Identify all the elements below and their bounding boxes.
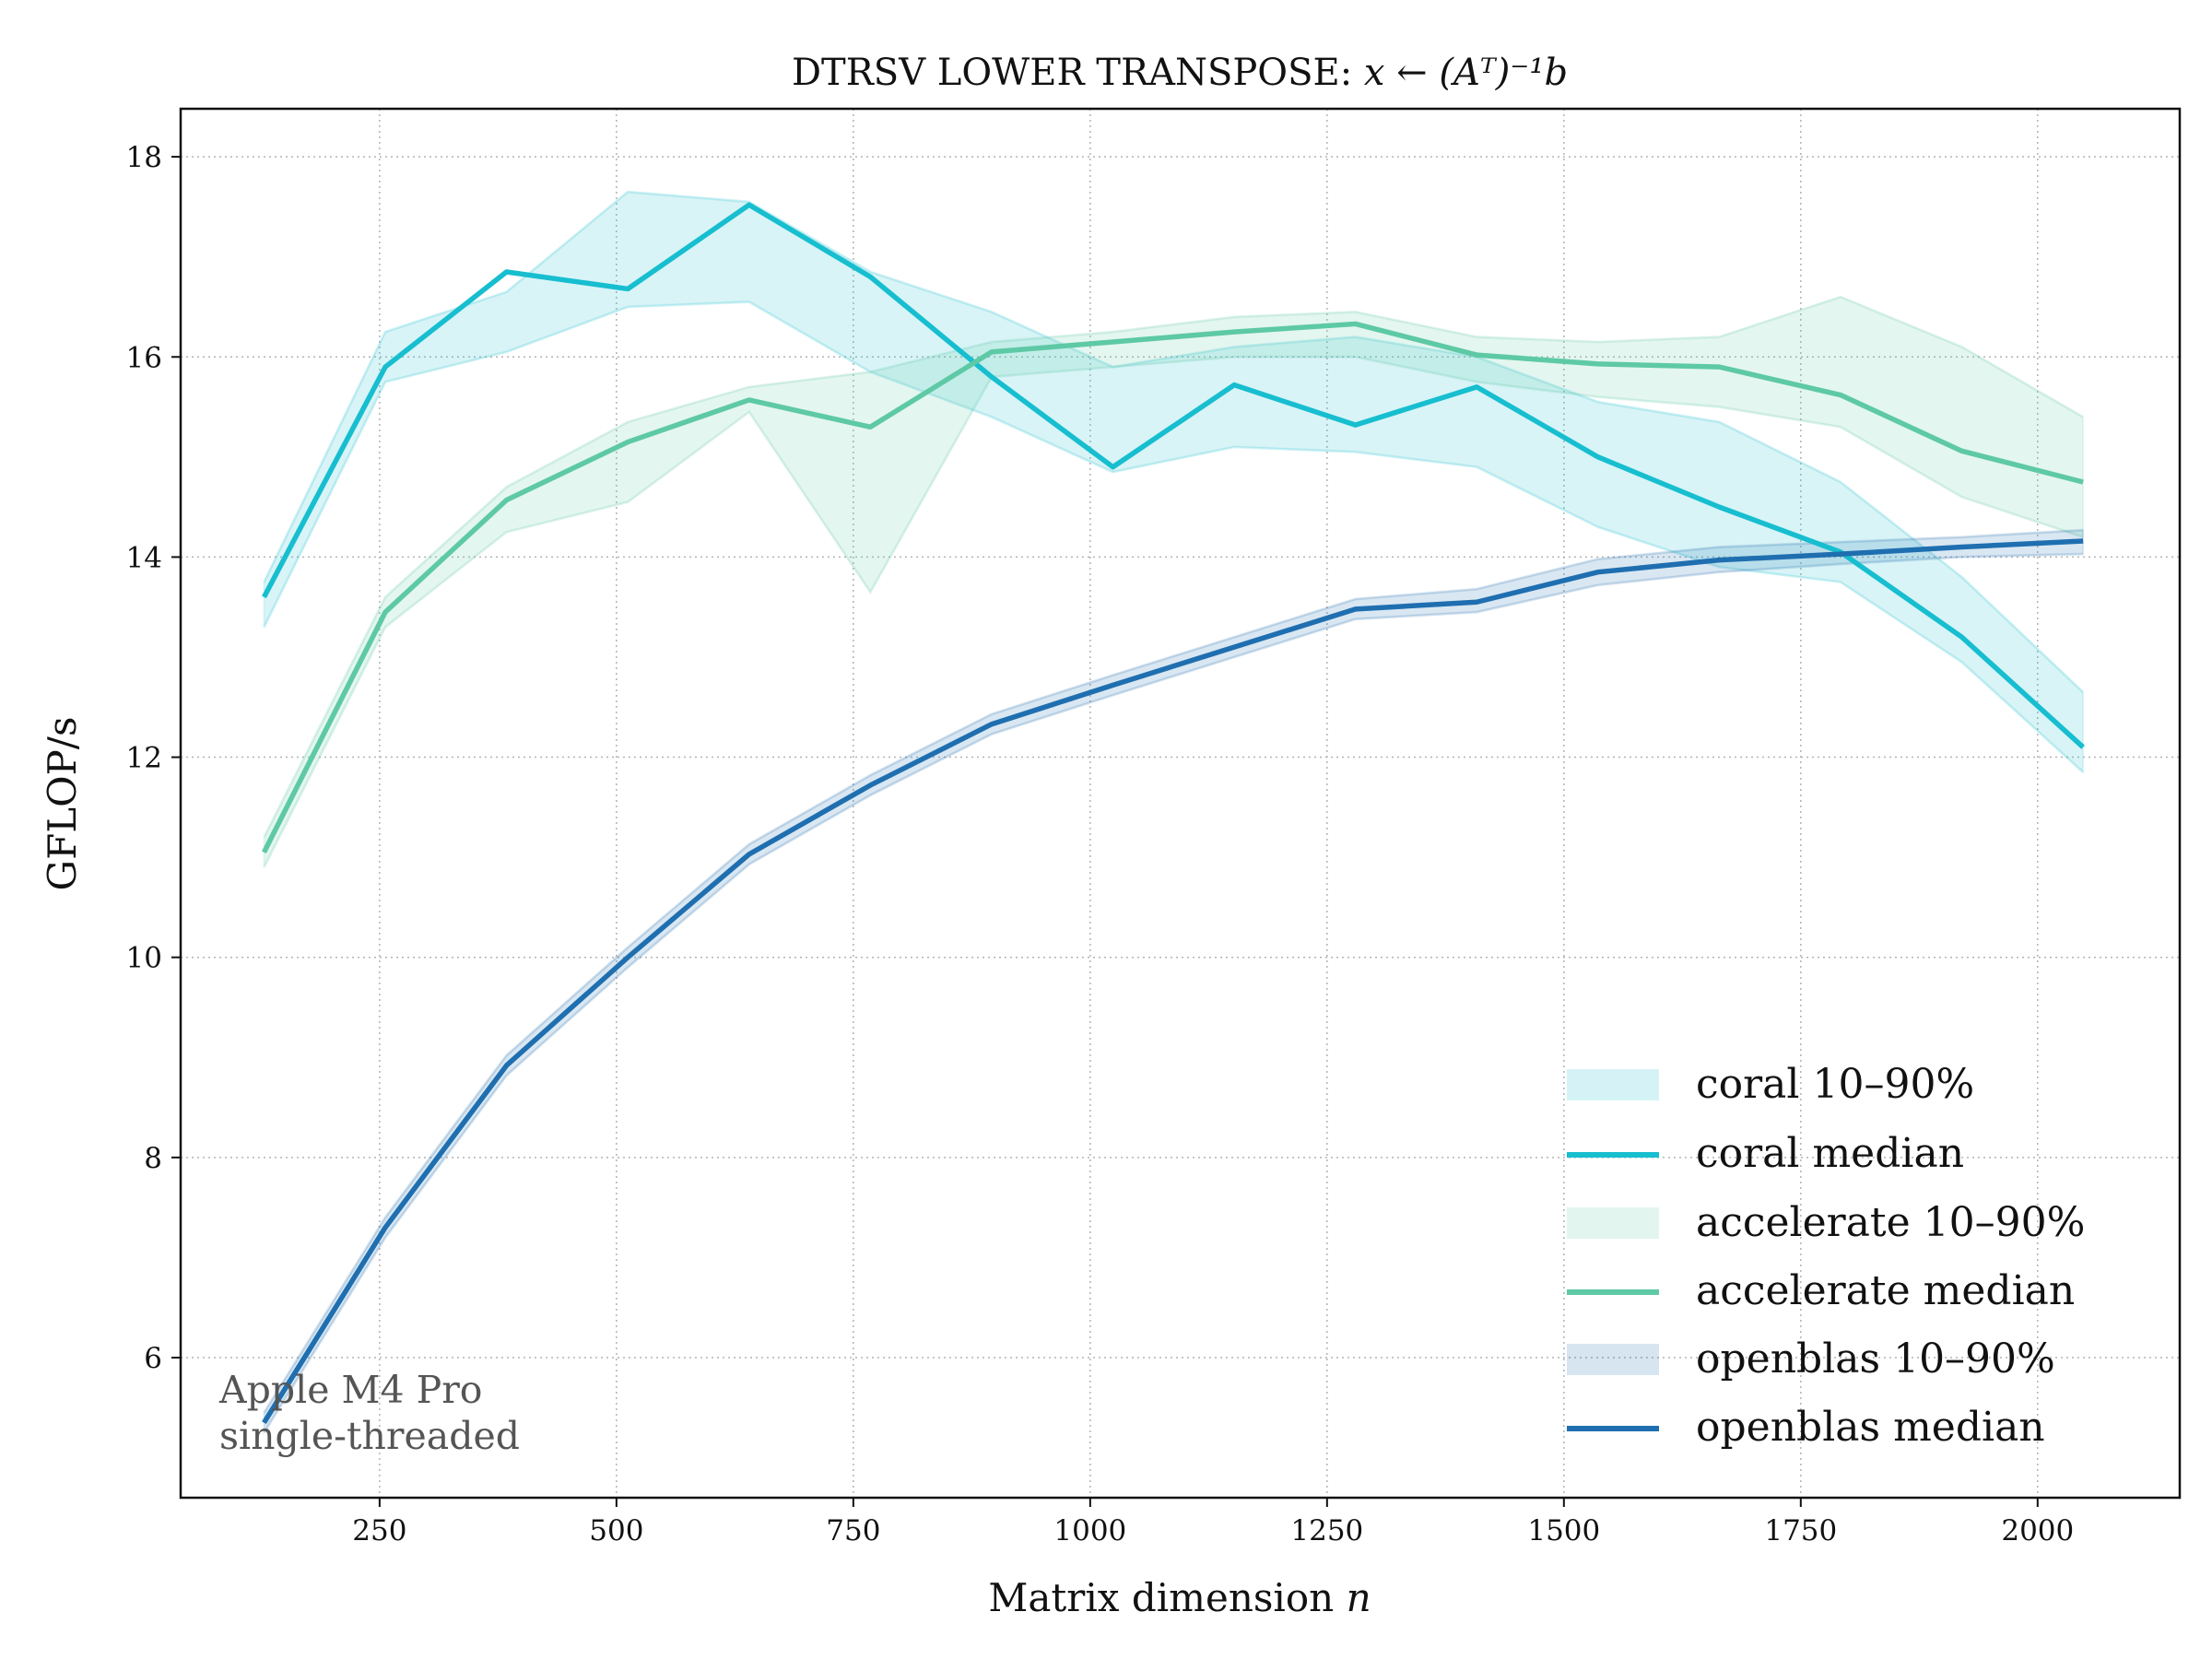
x-tick-label: 2000 xyxy=(2001,1514,2074,1547)
chart-title: DTRSV LOWER TRANSPOSE: x ← (Aᵀ)⁻¹b xyxy=(792,52,1568,94)
legend-label-accelerate-band: accelerate 10–90% xyxy=(1696,1199,2085,1246)
x-tick-label: 1750 xyxy=(1764,1514,1837,1547)
x-tick-label: 1500 xyxy=(1527,1514,1600,1547)
coral-p10-trace xyxy=(263,300,2085,773)
openblas-p90-trace xyxy=(263,528,2084,1414)
y-tick-label: 14 xyxy=(126,541,162,574)
coral-band xyxy=(263,191,2085,775)
median-lines xyxy=(262,202,2085,1425)
coral-median-line xyxy=(262,202,2085,749)
accelerate-p10-trace xyxy=(263,355,2084,868)
plot-frame xyxy=(179,107,2182,1500)
y-tick-label: 10 xyxy=(126,942,162,975)
y-tick-label: 16 xyxy=(126,341,162,374)
openblas-p10-trace xyxy=(263,552,2084,1434)
accelerate-p90-trace xyxy=(263,295,2084,839)
annotation-line-2: single-threaded xyxy=(219,1414,520,1458)
openblas-median-line xyxy=(262,538,2084,1425)
accelerate-median-line xyxy=(262,321,2084,853)
hardware-annotation: Apple M4 Pro single-threaded xyxy=(218,1368,520,1458)
chart-title-math: x ← (Aᵀ)⁻¹b xyxy=(1364,52,1568,94)
x-axis-label: Matrix dimension n xyxy=(988,1575,1371,1620)
y-tick-label: 8 xyxy=(144,1142,162,1175)
band-layer xyxy=(263,190,2085,1436)
legend-label-accelerate-median: accelerate median xyxy=(1696,1267,2075,1314)
legend: coral 10–90% coral median accelerate 10–… xyxy=(1567,1061,2085,1451)
coral-p90-trace xyxy=(263,190,2085,694)
annotation-line-1: Apple M4 Pro xyxy=(218,1368,482,1412)
y-tick-label: 18 xyxy=(126,141,162,174)
legend-swatch-coral-band xyxy=(1567,1069,1659,1100)
openblas-band xyxy=(263,529,2085,1436)
legend-label-coral-median: coral median xyxy=(1696,1130,1964,1177)
y-axis-label: GFLOP/s xyxy=(40,717,85,891)
x-axis-label-math: n xyxy=(1347,1575,1371,1620)
y-tick-label: 6 xyxy=(144,1342,162,1375)
x-tick-label: 1250 xyxy=(1290,1514,1363,1547)
x-tick-label: 750 xyxy=(826,1514,880,1547)
axis-ticks: 250 500 750 1000 1250 1500 1750 2000 6 8 10 12 14 16 1… xyxy=(126,141,2075,1547)
x-tick-label: 500 xyxy=(589,1514,643,1547)
legend-label-coral-band: coral 10–90% xyxy=(1696,1061,1974,1108)
x-tick-label: 250 xyxy=(352,1514,406,1547)
x-tick-label: 1000 xyxy=(1053,1514,1126,1547)
legend-label-openblas-median: openblas median xyxy=(1696,1404,2045,1451)
accelerate-band xyxy=(263,296,2085,868)
y-tick-label: 12 xyxy=(126,742,162,775)
grid-lines xyxy=(181,109,2180,1498)
legend-label-openblas-band: openblas 10–90% xyxy=(1696,1335,2055,1382)
legend-swatch-accelerate-band xyxy=(1567,1207,1659,1239)
legend-swatch-openblas-band xyxy=(1567,1344,1659,1375)
